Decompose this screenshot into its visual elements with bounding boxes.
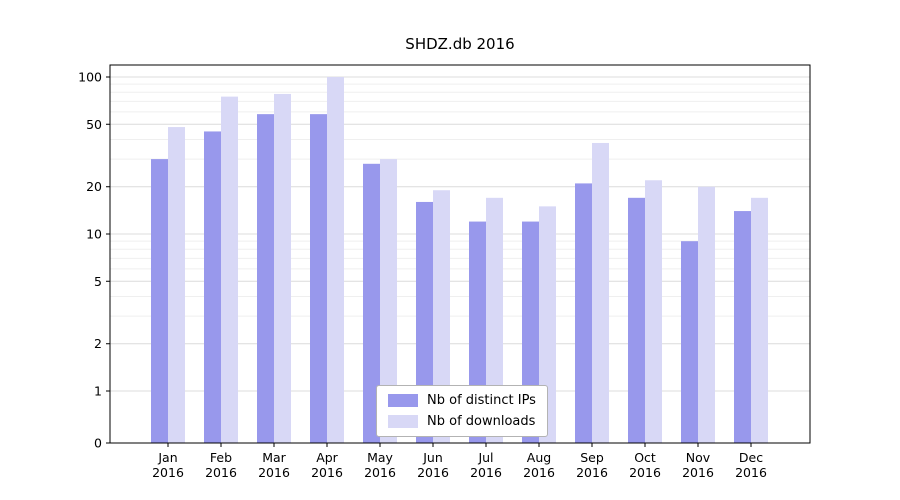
x-tick-label-month: Mar [262, 450, 286, 465]
x-tick-label-year: 2016 [417, 465, 449, 480]
x-tick-label-year: 2016 [205, 465, 237, 480]
bar-downloads-11 [751, 197, 768, 443]
x-tick-label-month: Feb [210, 450, 232, 465]
y-tick-label: 10 [86, 227, 102, 242]
bar-distinct-ips-10 [681, 241, 698, 443]
x-tick-label-year: 2016 [364, 465, 396, 480]
y-tick-label: 20 [86, 179, 102, 194]
x-tick-label-year: 2016 [523, 465, 555, 480]
bar-distinct-ips-3 [310, 114, 327, 443]
x-tick-label-year: 2016 [152, 465, 184, 480]
x-tick-label-year: 2016 [311, 465, 343, 480]
bar-downloads-10 [698, 186, 715, 444]
legend: Nb of distinct IPs Nb of downloads [376, 385, 548, 437]
x-tick-label-year: 2016 [735, 465, 767, 480]
y-tick-label: 50 [86, 117, 102, 132]
x-tick-label-month: Aug [527, 450, 551, 465]
legend-swatch-distinct-ips [388, 394, 418, 407]
bar-downloads-9 [645, 180, 662, 444]
x-tick-label-year: 2016 [629, 465, 661, 480]
legend-label-downloads: Nb of downloads [427, 414, 536, 429]
bar-downloads-4 [380, 159, 397, 443]
y-tick-label: 0 [94, 436, 102, 451]
bar-distinct-ips-5 [416, 201, 433, 443]
x-tick-label-month: Apr [316, 450, 338, 465]
bar-distinct-ips-4 [363, 163, 380, 443]
y-tick-label: 2 [94, 336, 102, 351]
x-tick-label-month: Sep [580, 450, 604, 465]
legend-item-distinct-ips: Nb of distinct IPs [388, 393, 536, 408]
x-tick-label-year: 2016 [682, 465, 714, 480]
legend-label-distinct-ips: Nb of distinct IPs [427, 393, 536, 408]
x-tick-label-month: Oct [634, 450, 656, 465]
x-tick-label-year: 2016 [576, 465, 608, 480]
bar-downloads-8 [592, 142, 609, 443]
chart-title: SHDZ.db 2016 [405, 35, 515, 53]
bar-distinct-ips-0 [151, 159, 168, 443]
x-tick-label-month: Jun [422, 450, 443, 465]
x-tick-label-month: Jan [157, 450, 177, 465]
bar-downloads-6 [486, 197, 503, 443]
y-tick-label: 5 [94, 274, 102, 289]
x-tick-label-month: Nov [686, 450, 711, 465]
bar-distinct-ips-1 [204, 131, 221, 444]
bar-downloads-7 [539, 206, 556, 443]
x-tick-label-month: May [367, 450, 393, 465]
y-tick-label: 1 [94, 384, 102, 399]
bar-downloads-1 [221, 96, 238, 443]
bar-distinct-ips-11 [734, 211, 751, 443]
bar-distinct-ips-8 [575, 183, 592, 444]
x-tick-label-year: 2016 [258, 465, 290, 480]
bar-downloads-2 [274, 93, 291, 443]
x-tick-label-year: 2016 [470, 465, 502, 480]
x-tick-label-month: Dec [739, 450, 763, 465]
y-tick-label: 100 [78, 70, 102, 85]
plot-border [109, 64, 811, 444]
bar-downloads-3 [327, 77, 344, 443]
legend-swatch-downloads [388, 415, 418, 428]
bar-downloads-0 [168, 127, 185, 443]
x-tick-label-month: Jul [477, 450, 493, 465]
legend-item-downloads: Nb of downloads [388, 414, 536, 429]
bar-downloads-5 [433, 190, 450, 443]
bar-distinct-ips-9 [628, 197, 645, 443]
bar-distinct-ips-2 [257, 114, 274, 443]
